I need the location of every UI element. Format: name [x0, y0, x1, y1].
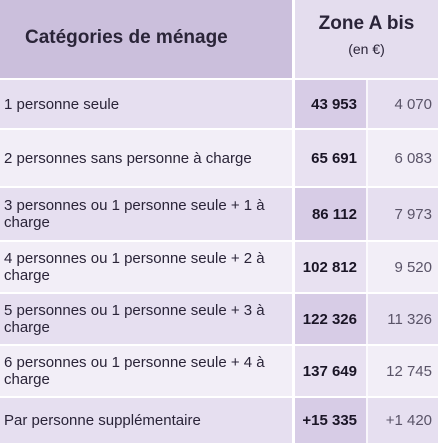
row-value: 102 812: [292, 242, 366, 292]
row-value: 86 112: [292, 188, 366, 240]
row-value: 122 326: [292, 294, 366, 344]
row-secondary-value: 12 745: [366, 346, 438, 396]
row-value: 137 649: [292, 346, 366, 396]
zone-column-header: Zone A bis (en €): [292, 0, 438, 78]
row-label: 5 personnes ou 1 personne seule + 3 à ch…: [4, 302, 265, 336]
row-value: 43 953: [292, 80, 366, 128]
table-row: 4 personnes ou 1 personne seule + 2 à ch…: [0, 242, 438, 292]
table-row: 5 personnes ou 1 personne seule + 3 à ch…: [0, 294, 438, 344]
row-label: 6 personnes ou 1 personne seule + 4 à ch…: [4, 354, 265, 388]
row-label: 1 personne seule: [4, 95, 120, 113]
zone-title: Zone A bis: [318, 13, 415, 34]
table-row: 6 personnes ou 1 personne seule + 4 à ch…: [0, 346, 438, 396]
row-value: +15 335: [292, 398, 366, 443]
row-value: 65 691: [292, 130, 366, 186]
row-secondary-value: 9 520: [366, 242, 438, 292]
table-row: 1 personne seule 43 953 4 070: [0, 80, 438, 128]
row-secondary-value: 6 083: [366, 130, 438, 186]
row-label: 2 personnes sans personne à charge: [4, 149, 252, 167]
row-label: Par personne supplémentaire: [4, 412, 201, 429]
row-secondary-value: 11 326: [366, 294, 438, 344]
table-header: Catégories de ménage Zone A bis (en €): [0, 0, 438, 78]
row-secondary-value: +1 420: [366, 398, 438, 443]
table-row: 2 personnes sans personne à charge 65 69…: [0, 130, 438, 186]
category-column-header: Catégories de ménage: [25, 27, 228, 48]
table-row: 3 personnes ou 1 personne seule + 1 à ch…: [0, 188, 438, 240]
row-secondary-value: 4 070: [366, 80, 438, 128]
row-label: 3 personnes ou 1 personne seule + 1 à ch…: [4, 197, 265, 231]
row-label: 4 personnes ou 1 personne seule + 2 à ch…: [4, 250, 265, 284]
row-secondary-value: 7 973: [366, 188, 438, 240]
zone-unit: (en €): [348, 41, 385, 57]
table-row: Par personne supplémentaire +15 335 +1 4…: [0, 398, 438, 443]
